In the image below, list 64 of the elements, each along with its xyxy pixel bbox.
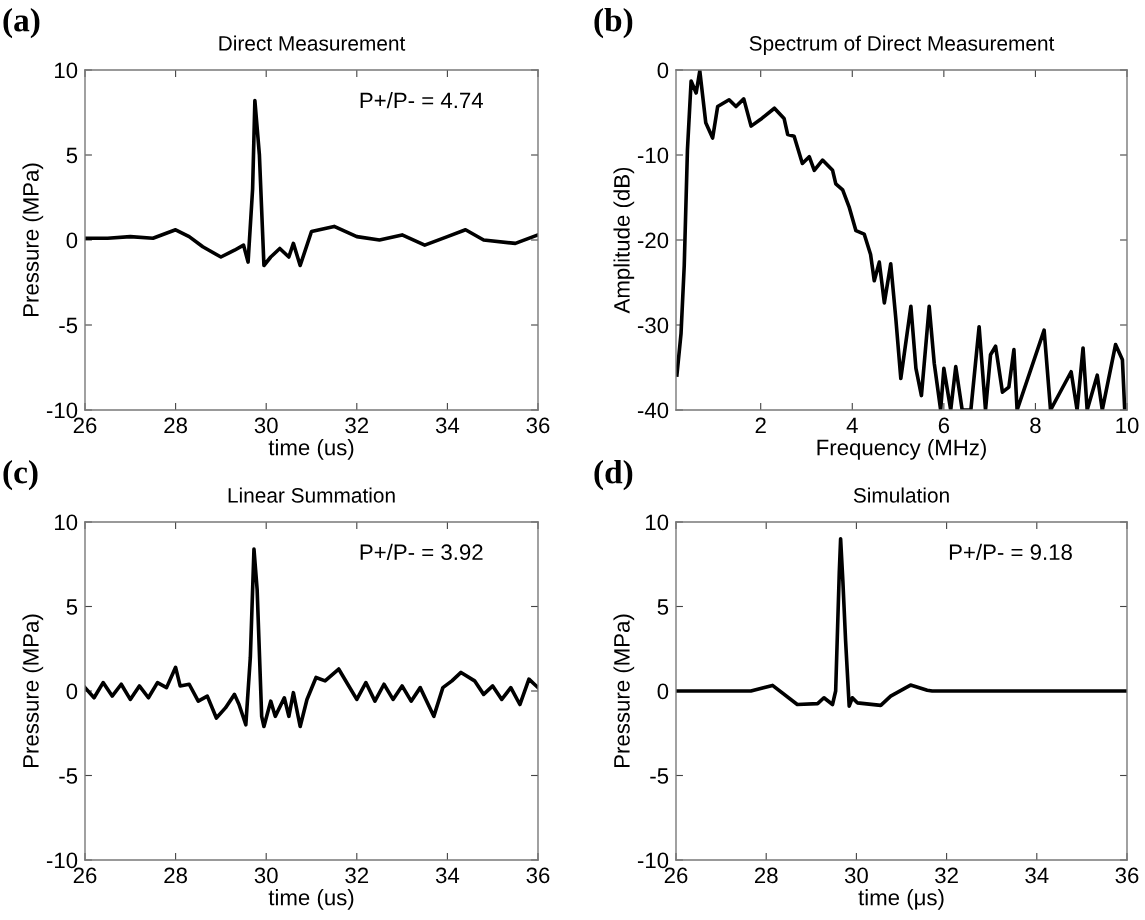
line-series — [676, 537, 1127, 709]
x-tick-label: 26 — [73, 867, 97, 884]
x-tick-label: 28 — [164, 417, 187, 434]
y-tick-label: 0 — [657, 62, 669, 79]
chart-title: Direct Measurement — [219, 35, 406, 51]
y-tick-label: -40 — [637, 402, 669, 419]
x-tick-label: 30 — [844, 867, 868, 884]
x-tick-label: 2 — [755, 417, 766, 434]
y-axis-title: Pressure (MPa) — [22, 614, 44, 767]
y-tick-label: 0 — [66, 683, 78, 700]
text: (d) — [594, 460, 633, 491]
y-tick-label: -5 — [650, 768, 669, 784]
x-tick-label: 30 — [254, 867, 278, 884]
x-tick-label: 34 — [435, 417, 460, 434]
x-tick-label: 36 — [526, 417, 550, 434]
y-tick-label: 0 — [66, 232, 78, 249]
text: (c) — [3, 460, 38, 491]
x-tick-label: 30 — [254, 417, 278, 434]
x-tick-label: 34 — [1025, 867, 1049, 884]
x-tick-label: 4 — [846, 417, 858, 434]
y-axis-title: Pressure (MPa) — [22, 163, 44, 316]
x-tick-label: 10 — [1116, 417, 1139, 434]
x-axis-title: time (us) — [268, 889, 354, 910]
y-tick-label: -10 — [46, 402, 78, 419]
x-axis-title: time (us) — [268, 439, 354, 460]
y-tick-label: 10 — [646, 514, 669, 531]
line-series — [676, 70, 1127, 410]
y-tick-label: -20 — [637, 232, 669, 249]
y-tick-label: 5 — [66, 147, 78, 164]
x-tick-label: 28 — [754, 867, 778, 884]
x-tick-label: 34 — [435, 867, 460, 884]
x-tick-label: 6 — [938, 417, 950, 434]
x-tick-label: 8 — [1030, 417, 1041, 434]
x-axis-title: time (μs) — [858, 889, 944, 910]
annotation: P+/P- = 9.18 — [949, 543, 1072, 561]
y-tick-label: -10 — [637, 852, 669, 869]
text: (b) — [594, 8, 633, 39]
x-axis-title: Frequency (MHz) — [817, 439, 986, 460]
y-axis-title: Pressure (MPa) — [613, 614, 635, 767]
x-tick-label: 36 — [1115, 867, 1139, 884]
chart-title: Spectrum of Direct Measurement — [749, 35, 1055, 55]
y-tick-label: -10 — [637, 147, 669, 164]
y-tick-label: 10 — [55, 514, 78, 531]
y-tick-label: 5 — [657, 599, 669, 615]
annotation: P+/P- = 3.92 — [360, 543, 483, 561]
annotation: P+/P- = 4.74 — [360, 91, 483, 109]
x-tick-label: 28 — [164, 867, 187, 884]
y-tick-label: -5 — [59, 768, 78, 784]
y-axis-title: Amplitude (dB) — [613, 167, 635, 314]
chart-title: Linear Summation — [228, 487, 395, 503]
y-tick-label: 10 — [55, 62, 78, 79]
text: (a) — [3, 8, 40, 39]
x-tick-label: 26 — [664, 867, 688, 884]
chart-title: Simulation — [853, 487, 949, 503]
x-tick-label: 32 — [345, 417, 369, 434]
x-tick-label: 32 — [935, 867, 958, 884]
y-tick-label: -10 — [46, 852, 78, 869]
y-tick-label: -30 — [637, 317, 669, 334]
x-tick-label: 36 — [526, 867, 550, 884]
y-tick-label: -5 — [59, 317, 78, 334]
x-tick-label: 26 — [73, 417, 97, 434]
y-tick-label: 5 — [66, 599, 78, 615]
x-tick-label: 32 — [345, 867, 369, 884]
y-tick-label: 0 — [657, 683, 669, 700]
